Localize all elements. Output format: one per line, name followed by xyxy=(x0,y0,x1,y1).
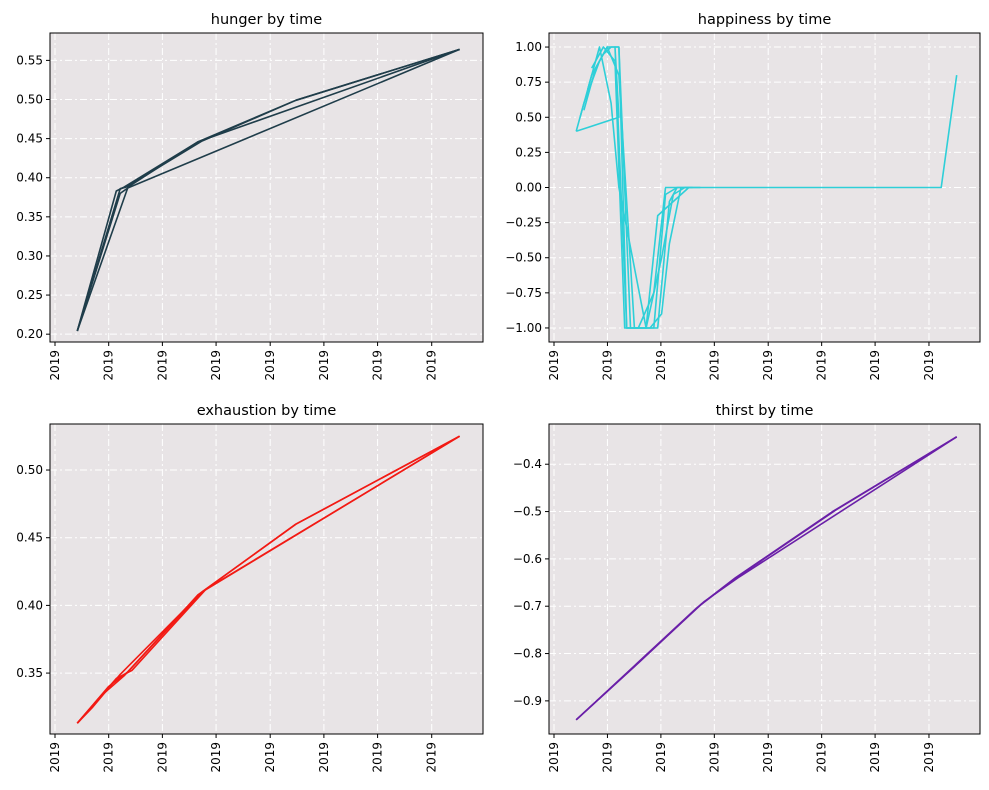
series-line xyxy=(76,435,461,724)
y-tick-label: 0.50 xyxy=(16,92,43,106)
y-tick-label: 0.50 xyxy=(16,463,43,477)
chart-title: hunger by time xyxy=(211,12,322,28)
axes-frame xyxy=(49,423,484,735)
x-tick-label: 2019 xyxy=(654,742,668,773)
x-tick-label: 2019 xyxy=(761,350,775,381)
series-line xyxy=(76,48,460,332)
subplot-exhaustion: exhaustion by time 0.35 0.40 0.45 0.50 2019 2… xyxy=(16,403,484,773)
y-tick-label: −1.00 xyxy=(505,321,542,335)
x-tick-label: 2019 xyxy=(263,742,277,773)
x-tick-label: 2019 xyxy=(815,350,829,381)
grid xyxy=(50,424,483,734)
x-tick-label: 2019 xyxy=(922,742,936,773)
x-tick-label: 2019 xyxy=(155,742,169,773)
plot-background xyxy=(50,424,483,734)
x-tick-label: 2019 xyxy=(425,350,439,381)
x-tick-label: 2019 xyxy=(102,350,116,381)
x-tick-label: 2019 xyxy=(317,350,331,381)
subplot-thirst: thirst by time −0.9 −0.8 −0.7 −0.6 −0.5 −0.4 2… xyxy=(513,403,981,773)
y-tick-label: 0.35 xyxy=(16,666,43,680)
x-tick-label: 2019 xyxy=(371,350,385,381)
y-tick-label: −0.5 xyxy=(513,505,542,519)
x-tick-label: 2019 xyxy=(547,350,561,381)
chart-title: exhaustion by time xyxy=(197,403,337,419)
x-tick-label: 2019 xyxy=(425,742,439,773)
y-tick-label: −0.25 xyxy=(505,216,542,230)
x-tick-label: 2019 xyxy=(317,742,331,773)
series-line xyxy=(575,436,958,721)
x-tick-label: 2019 xyxy=(155,350,169,381)
axes-frame xyxy=(548,423,981,735)
y-tick-label: −0.8 xyxy=(513,647,542,661)
plot-background xyxy=(50,33,483,342)
y-tick-label: 0.35 xyxy=(16,210,43,224)
y-tick-label: 0.40 xyxy=(16,598,43,612)
x-tick-label: 2019 xyxy=(600,350,614,381)
x-tick-label: 2019 xyxy=(600,742,614,773)
chart-title: happiness by time xyxy=(698,12,832,28)
x-tick-label: 2019 xyxy=(209,350,223,381)
y-tick-label: 0.45 xyxy=(16,132,43,146)
grid xyxy=(549,424,980,734)
y-tick-label: −0.6 xyxy=(513,552,542,566)
y-tick-label: 0.45 xyxy=(16,531,43,545)
y-tick-label: 0.30 xyxy=(16,249,43,263)
x-tick-label: 2019 xyxy=(761,742,775,773)
y-tick-label: −0.9 xyxy=(513,694,542,708)
x-tick-label: 2019 xyxy=(48,350,62,381)
y-tick-label: 1.00 xyxy=(515,40,542,54)
subplot-happiness: happiness by time −1.00 −0.75 −0.50 −0.25 0.… xyxy=(505,12,981,381)
x-tick-label: 2019 xyxy=(263,350,277,381)
x-tick-label: 2019 xyxy=(868,742,882,773)
y-tick-label: 0.25 xyxy=(515,145,542,159)
x-tick-label: 2019 xyxy=(922,350,936,381)
y-tick-label: 0.75 xyxy=(515,75,542,89)
series-line xyxy=(76,48,460,332)
y-tick-label: −0.4 xyxy=(513,457,542,471)
x-tick-label: 2019 xyxy=(654,350,668,381)
y-tick-label: 0.55 xyxy=(16,53,43,67)
y-tick-label: −0.7 xyxy=(513,599,542,613)
axes-frame xyxy=(49,32,484,343)
grid xyxy=(50,33,483,342)
y-tick-label: −0.50 xyxy=(505,251,542,265)
x-tick-label: 2019 xyxy=(371,742,385,773)
y-tick-label: 0.40 xyxy=(16,171,43,185)
x-tick-label: 2019 xyxy=(868,350,882,381)
x-tick-label: 2019 xyxy=(48,742,62,773)
y-tick-label: 0.25 xyxy=(16,288,43,302)
x-tick-label: 2019 xyxy=(707,742,721,773)
subplot-hunger: hunger by time 0.20 0.25 0.30 0.35 0.40 0.45 0… xyxy=(16,12,484,381)
series-line xyxy=(587,46,690,329)
x-tick-label: 2019 xyxy=(707,350,721,381)
chart-title: thirst by time xyxy=(716,403,814,419)
x-tick-label: 2019 xyxy=(547,742,561,773)
x-tick-label: 2019 xyxy=(209,742,223,773)
y-tick-label: 0.50 xyxy=(515,110,542,124)
x-tick-label: 2019 xyxy=(102,742,116,773)
y-tick-label: 0.20 xyxy=(16,327,43,341)
x-tick-label: 2019 xyxy=(815,742,829,773)
y-tick-label: −0.75 xyxy=(505,286,542,300)
series-line xyxy=(591,46,693,329)
plot-background xyxy=(549,424,980,734)
y-tick-label: 0.00 xyxy=(515,181,542,195)
